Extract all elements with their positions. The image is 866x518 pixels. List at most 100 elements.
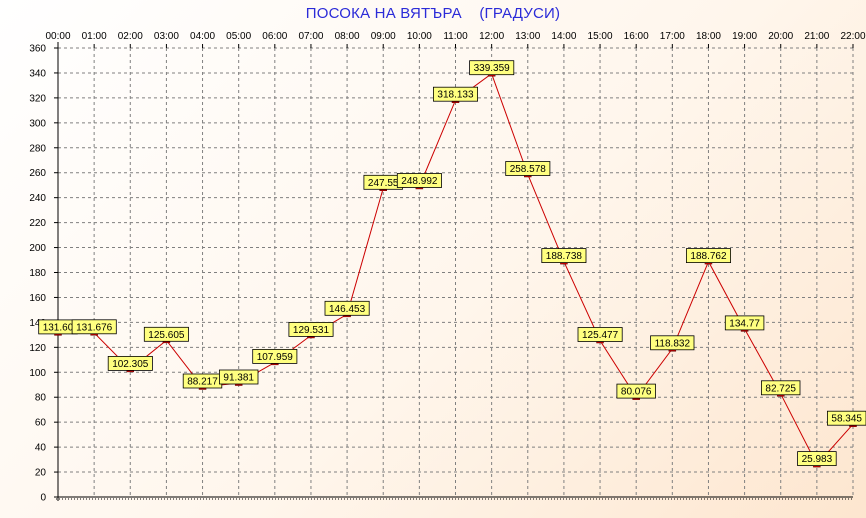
x-tick-label: 15:00	[588, 31, 613, 42]
data-label-box	[686, 248, 732, 264]
y-tick-label: 200	[29, 243, 46, 254]
data-label: 247.55	[363, 174, 403, 190]
y-tick-label: 280	[29, 143, 46, 154]
y-tick-label: 240	[29, 193, 46, 204]
data-label: 91.381	[218, 369, 259, 385]
y-tick-label: 220	[29, 218, 46, 229]
data-label-text: 318.133	[437, 90, 474, 101]
data-label-box	[541, 248, 587, 264]
y-axis-ticks: 0 20 40 60 80 100 120 140 160 180 200 220 240 260 280 3…	[29, 44, 58, 504]
x-tick-label: 10:00	[407, 31, 432, 42]
data-label-text: 188.762	[690, 251, 727, 262]
data-label: 102.305	[107, 355, 153, 371]
y-tick-label: 20	[35, 468, 47, 479]
y-tick-label: 160	[29, 293, 46, 304]
y-tick-label: 80	[35, 393, 47, 404]
data-label-box	[143, 326, 189, 342]
data-label-text: 131.60	[43, 322, 74, 333]
data-label-text: 125.477	[582, 330, 619, 341]
data-label-text: 25.983	[802, 454, 833, 465]
data-label: 129.531	[288, 321, 334, 337]
grid-lines	[58, 47, 854, 497]
data-label-text: 248.992	[401, 176, 438, 187]
y-tick-label: 340	[29, 68, 46, 79]
data-label: 134.77	[724, 315, 765, 331]
data-label-box	[616, 383, 656, 399]
data-label-box	[218, 369, 259, 385]
data-label-box	[288, 321, 334, 337]
x-tick-label: 03:00	[154, 31, 179, 42]
data-label-text: 247.55	[368, 178, 399, 189]
x-tick-label: 04:00	[190, 31, 215, 42]
data-label: 146.453	[324, 300, 370, 316]
y-tick-label: 260	[29, 168, 46, 179]
data-label-box	[650, 335, 695, 351]
data-label-text: 91.381	[223, 373, 254, 384]
y-tick-label: 140	[29, 318, 46, 329]
data-label: 58.345	[827, 410, 866, 426]
data-label: 80.076	[616, 383, 656, 399]
x-tick-label: 13:00	[515, 31, 540, 42]
data-label-text: 131.676	[76, 322, 113, 333]
data-markers	[54, 70, 857, 468]
data-label: 248.992	[396, 173, 442, 188]
x-tick-label: 20:00	[768, 31, 793, 42]
data-label-text: 125.605	[148, 330, 185, 341]
y-tick-label: 60	[35, 418, 47, 429]
x-tick-label: 07:00	[298, 31, 323, 42]
data-label: 82.725	[761, 380, 801, 396]
data-label: 188.762	[686, 248, 732, 264]
data-label-box	[724, 315, 765, 331]
data-label-text: 102.305	[112, 359, 149, 370]
data-label-text: 146.453	[329, 304, 366, 315]
data-label-text: 258.578	[510, 164, 547, 175]
y-tick-label: 40	[35, 443, 47, 454]
data-label-box	[797, 451, 837, 467]
data-label: 25.983	[797, 451, 837, 467]
x-tick-label: 02:00	[118, 31, 143, 42]
data-label: 88.217	[182, 373, 223, 389]
data-label: 107.959	[252, 348, 298, 364]
x-axis-ticks: 00:00 01:00 02:00 03:00 04:00 05:00 06:00 07:00…	[45, 31, 866, 48]
x-tick-label: 17:00	[660, 31, 685, 42]
x-tick-label: 12:00	[479, 31, 504, 42]
y-tick-label: 120	[29, 343, 46, 354]
data-label: 258.578	[505, 161, 551, 176]
y-tick-label: 300	[29, 118, 46, 129]
y-tick-label: 0	[40, 493, 46, 504]
x-tick-label: 18:00	[696, 31, 721, 42]
data-label-text: 107.959	[257, 352, 294, 363]
x-tick-label: 09:00	[371, 31, 396, 42]
x-tick-label: 05:00	[226, 31, 251, 42]
x-tick-label: 16:00	[624, 31, 649, 42]
data-label: 125.605	[143, 326, 189, 342]
chart-title: ПОСОКА НА ВЯТЪРА (ГРАДУСИ)	[305, 5, 561, 22]
data-label-box	[71, 319, 117, 335]
data-label-box	[432, 86, 478, 102]
data-label: 188.738	[541, 248, 587, 264]
data-label-box	[505, 161, 551, 176]
data-label: 118.832	[650, 335, 695, 351]
data-label-box	[761, 380, 801, 396]
data-label: 131.60	[38, 319, 78, 335]
data-label-box	[252, 348, 298, 364]
data-label-text: 339.359	[474, 63, 511, 74]
y-tick-label: 360	[29, 44, 46, 55]
data-label: 318.133	[432, 86, 478, 102]
x-tick-label: 01:00	[82, 31, 107, 42]
data-label-text: 88.217	[187, 377, 218, 388]
data-label-text: 118.832	[655, 338, 691, 349]
data-label-box	[469, 60, 515, 76]
y-tick-label: 180	[29, 268, 46, 279]
data-label-text: 82.725	[765, 383, 796, 394]
x-tick-label: 08:00	[335, 31, 360, 42]
x-tick-label: 22:00	[840, 31, 865, 42]
data-label: 125.477	[577, 327, 623, 342]
x-tick-label: 00:00	[45, 31, 70, 42]
data-label: 339.359	[469, 60, 515, 76]
data-label-text: 188.738	[546, 251, 583, 262]
y-tick-label: 320	[29, 93, 46, 104]
x-tick-label: 14:00	[551, 31, 576, 42]
